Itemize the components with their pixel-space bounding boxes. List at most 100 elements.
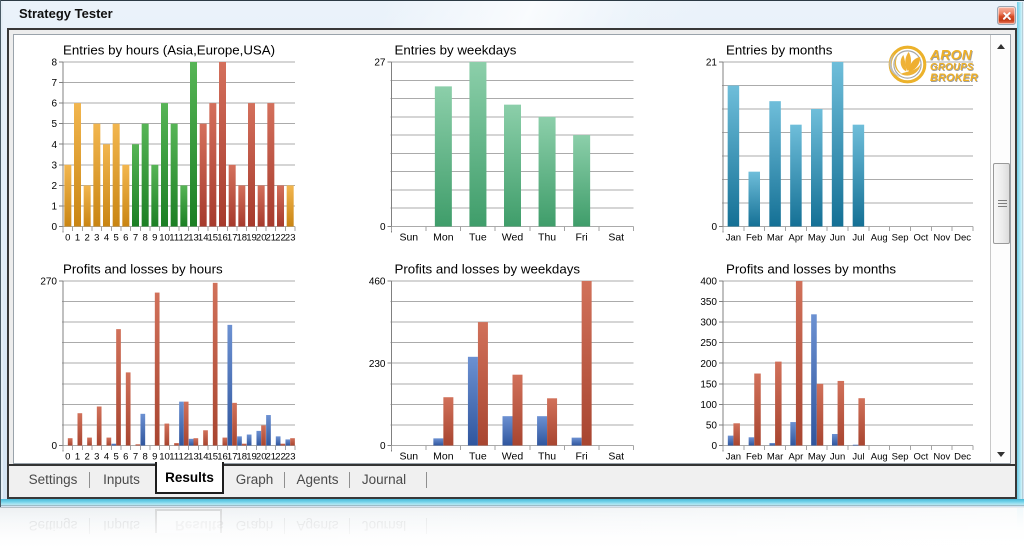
- svg-text:1: 1: [75, 452, 80, 463]
- svg-text:Thu: Thu: [538, 451, 556, 463]
- svg-text:250: 250: [700, 338, 717, 349]
- svg-text:Profits and losses by hours: Profits and losses by hours: [63, 262, 223, 277]
- svg-text:1: 1: [75, 233, 80, 244]
- svg-text:16: 16: [217, 452, 228, 463]
- svg-text:4: 4: [104, 452, 109, 463]
- svg-text:27: 27: [374, 58, 386, 69]
- svg-text:ARON: ARON: [929, 47, 973, 63]
- svg-text:3: 3: [94, 233, 99, 244]
- svg-text:Feb: Feb: [746, 452, 762, 463]
- svg-text:Apr: Apr: [789, 452, 804, 463]
- svg-text:Sep: Sep: [892, 452, 909, 463]
- svg-text:350: 350: [700, 297, 717, 308]
- svg-text:0: 0: [380, 441, 386, 452]
- svg-text:7: 7: [133, 233, 138, 244]
- svg-text:5: 5: [114, 452, 119, 463]
- svg-text:ARON: ARON: [930, 47, 974, 63]
- svg-text:10: 10: [159, 233, 170, 244]
- svg-text:Nov: Nov: [933, 452, 950, 463]
- svg-text:2: 2: [51, 181, 57, 192]
- svg-text:Jun: Jun: [830, 452, 845, 463]
- svg-text:Jan: Jan: [726, 452, 741, 463]
- svg-text:Mar: Mar: [767, 452, 783, 463]
- svg-text:Jul: Jul: [852, 452, 864, 463]
- svg-text:Mon: Mon: [433, 232, 454, 244]
- svg-text:3: 3: [94, 452, 99, 463]
- svg-text:21: 21: [266, 452, 277, 463]
- svg-text:21: 21: [266, 233, 277, 244]
- svg-text:8: 8: [51, 58, 57, 69]
- svg-text:0: 0: [65, 233, 70, 244]
- svg-text:Sun: Sun: [399, 451, 418, 463]
- svg-text:21: 21: [706, 58, 718, 69]
- svg-text:Wed: Wed: [502, 451, 524, 463]
- svg-text:12: 12: [179, 233, 190, 244]
- svg-text:23: 23: [285, 233, 296, 244]
- svg-text:9: 9: [152, 233, 157, 244]
- svg-text:11: 11: [169, 233, 179, 244]
- svg-text:Apr: Apr: [789, 233, 804, 244]
- svg-text:Jul: Jul: [852, 233, 864, 244]
- svg-text:BROKER: BROKER: [931, 73, 979, 85]
- svg-text:50: 50: [706, 420, 718, 431]
- svg-text:Mon: Mon: [433, 451, 454, 463]
- svg-text:Tue: Tue: [469, 451, 487, 463]
- svg-text:8: 8: [143, 452, 148, 463]
- svg-text:13: 13: [188, 233, 199, 244]
- svg-text:13: 13: [188, 452, 199, 463]
- svg-text:Aug: Aug: [871, 233, 888, 244]
- svg-text:270: 270: [40, 277, 57, 288]
- svg-text:17: 17: [227, 452, 238, 463]
- svg-text:6: 6: [51, 99, 57, 110]
- svg-text:0: 0: [711, 441, 717, 452]
- svg-text:14: 14: [198, 452, 209, 463]
- svg-text:19: 19: [246, 233, 257, 244]
- svg-text:GROUPS: GROUPS: [930, 62, 974, 73]
- svg-text:0: 0: [711, 222, 717, 233]
- svg-text:Oct: Oct: [914, 233, 929, 244]
- svg-text:Fri: Fri: [575, 232, 587, 244]
- svg-text:6: 6: [123, 452, 128, 463]
- svg-text:3: 3: [51, 160, 57, 171]
- svg-text:Dec: Dec: [954, 233, 971, 244]
- svg-text:Profits and losses by months: Profits and losses by months: [726, 262, 896, 277]
- svg-text:Entries by hours (Asia,Europe,: Entries by hours (Asia,Europe,USA): [63, 43, 275, 58]
- svg-text:Entries by weekdays: Entries by weekdays: [395, 43, 517, 58]
- svg-text:18: 18: [237, 452, 248, 463]
- svg-text:14: 14: [198, 233, 209, 244]
- svg-text:Sun: Sun: [399, 232, 418, 244]
- svg-text:20: 20: [256, 233, 267, 244]
- svg-text:22: 22: [275, 452, 286, 463]
- svg-text:0: 0: [380, 222, 386, 233]
- svg-text:15: 15: [208, 233, 219, 244]
- svg-text:4: 4: [104, 233, 109, 244]
- svg-text:Profits and losses by weekdays: Profits and losses by weekdays: [395, 262, 581, 277]
- svg-text:5: 5: [51, 119, 57, 130]
- svg-text:11: 11: [169, 452, 179, 463]
- svg-text:Wed: Wed: [502, 232, 524, 244]
- svg-text:2: 2: [85, 452, 90, 463]
- svg-text:Feb: Feb: [746, 233, 762, 244]
- svg-text:16: 16: [217, 233, 228, 244]
- svg-text:200: 200: [700, 359, 717, 370]
- svg-text:0: 0: [51, 441, 57, 452]
- svg-text:May: May: [808, 452, 826, 463]
- svg-text:Dec: Dec: [954, 452, 971, 463]
- svg-text:20: 20: [256, 452, 267, 463]
- svg-text:Jun: Jun: [830, 233, 845, 244]
- svg-text:Tue: Tue: [469, 232, 487, 244]
- svg-text:1: 1: [51, 201, 57, 212]
- svg-text:400: 400: [700, 277, 717, 288]
- svg-text:2: 2: [85, 233, 90, 244]
- svg-text:7: 7: [133, 452, 138, 463]
- svg-text:12: 12: [179, 452, 190, 463]
- svg-text:460: 460: [369, 277, 386, 288]
- svg-text:5: 5: [114, 233, 119, 244]
- svg-text:300: 300: [700, 318, 717, 329]
- svg-text:8: 8: [143, 233, 148, 244]
- svg-text:Jan: Jan: [726, 233, 741, 244]
- svg-text:23: 23: [285, 452, 296, 463]
- svg-text:0: 0: [51, 222, 57, 233]
- svg-text:6: 6: [123, 233, 128, 244]
- svg-text:17: 17: [227, 233, 238, 244]
